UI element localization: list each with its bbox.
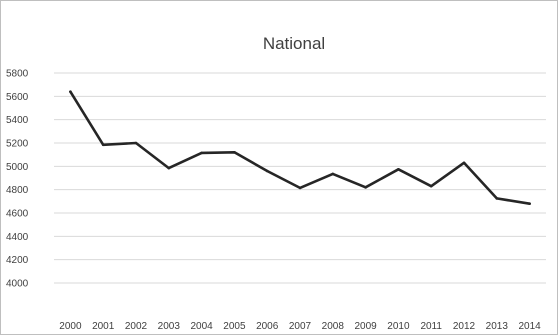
data-point	[397, 167, 400, 171]
data-point	[167, 166, 171, 170]
y-tick-label: 4200	[6, 255, 29, 266]
data-point	[233, 151, 236, 154]
y-tick-label: 5600	[6, 92, 29, 103]
x-tick-label: 2009	[354, 321, 377, 332]
y-tick-label: 5200	[6, 139, 29, 150]
x-tick-label: 2002	[125, 321, 148, 332]
data-point	[331, 172, 335, 176]
y-tick-label: 4000	[6, 279, 29, 290]
x-tick-label: 2004	[190, 321, 213, 332]
x-tick-label: 2014	[518, 321, 541, 332]
x-tick-label: 2013	[486, 321, 509, 332]
y-tick-label: 4800	[6, 185, 29, 196]
y-tick-label: 4600	[6, 209, 29, 220]
y-axis-ticks: 4000 4200 4400 4600 4800 5000 5200 5400 5600 5800	[6, 69, 29, 290]
data-point	[265, 169, 269, 173]
x-tick-label: 2012	[453, 321, 476, 332]
y-tick-label: 5800	[6, 69, 29, 80]
x-tick-label: 2005	[223, 321, 246, 332]
data-point	[101, 143, 105, 147]
x-tick-label: 2001	[92, 321, 115, 332]
data-point	[495, 197, 499, 200]
data-point	[528, 202, 531, 205]
data-point	[200, 151, 203, 155]
data-point	[364, 186, 367, 189]
x-tick-label: 2011	[420, 321, 442, 332]
data-point	[134, 141, 138, 145]
series-layer	[69, 90, 531, 205]
y-tick-label: 5000	[6, 162, 29, 173]
x-axis-ticks: 2000 2001 2002 2003 2004 2005 2006 2007 2008 2009…	[59, 321, 541, 332]
y-tick-label: 5400	[6, 115, 29, 126]
data-point	[298, 186, 302, 190]
chart-title: National	[263, 34, 325, 53]
data-point	[69, 90, 72, 93]
y-tick-label: 4400	[6, 232, 29, 243]
x-tick-label: 2006	[256, 321, 279, 332]
x-tick-label: 2008	[322, 321, 345, 332]
data-point	[462, 161, 466, 165]
x-tick-label: 2007	[289, 321, 312, 332]
gridlines	[54, 72, 546, 284]
x-tick-label: 2000	[59, 321, 82, 332]
data-point	[429, 184, 433, 188]
x-tick-label: 2003	[158, 321, 181, 332]
x-tick-label: 2010	[387, 321, 410, 332]
